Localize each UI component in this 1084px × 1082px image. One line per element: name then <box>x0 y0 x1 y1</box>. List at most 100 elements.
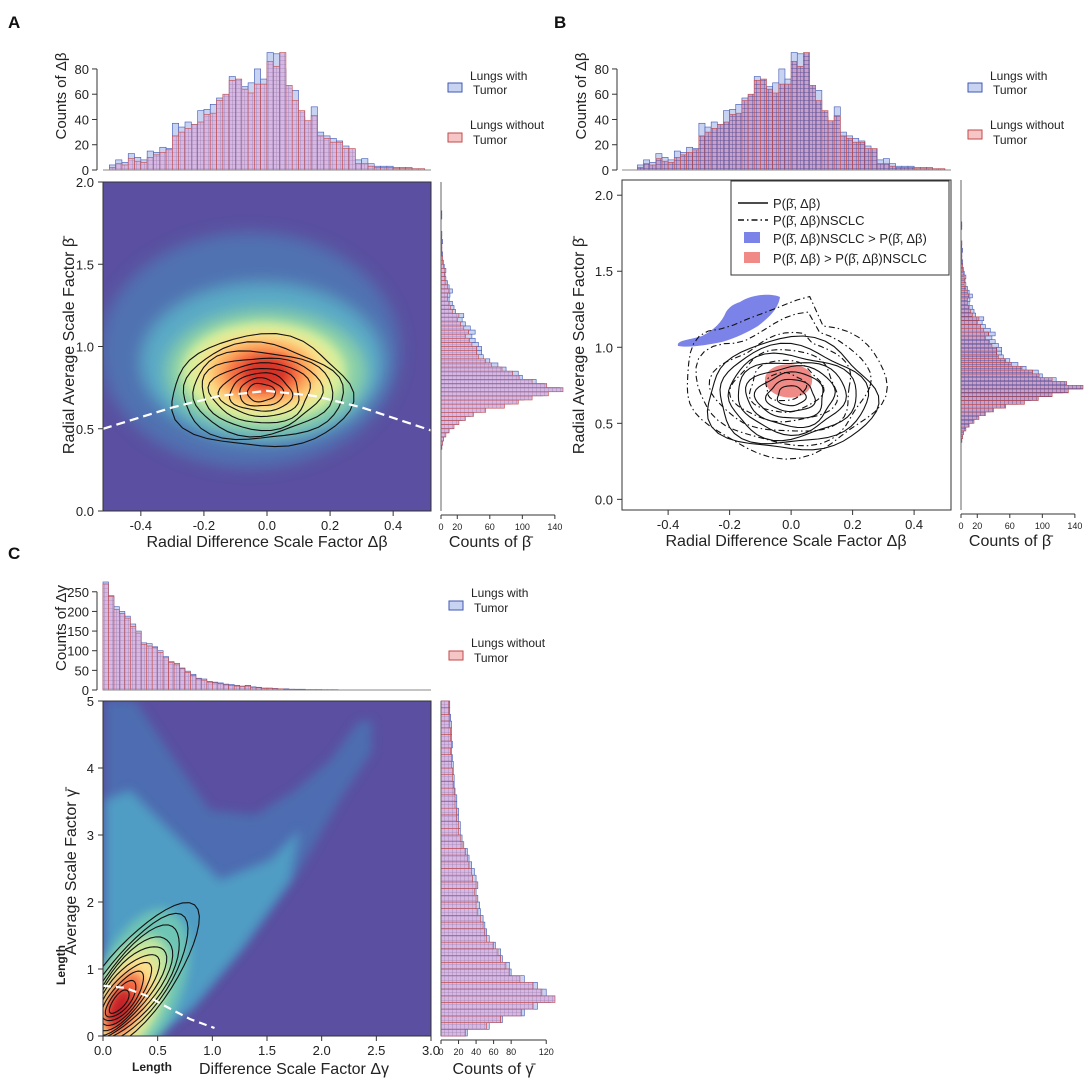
right-bar-notumor <box>440 387 564 393</box>
top-bar-notumor <box>124 617 131 691</box>
region-nsclc-greater <box>677 294 780 347</box>
right-bar-notumor <box>960 301 968 306</box>
contour-line <box>201 357 324 432</box>
right-bar-notumor <box>960 312 973 318</box>
top-bar-notumor <box>348 148 356 171</box>
contour-line <box>103 902 200 1036</box>
top-bar-notumor <box>197 121 205 171</box>
contour-line <box>737 362 847 436</box>
right-bar-notumor <box>440 313 460 319</box>
right-bar-notumor <box>960 426 967 432</box>
right-bar-notumor <box>440 814 458 822</box>
right-bar-notumor <box>440 407 487 413</box>
top-bar-notumor <box>298 110 306 171</box>
top-bar-notumor <box>273 66 280 171</box>
right-bar-notumor <box>440 309 453 314</box>
right-bar-notumor <box>960 358 1007 363</box>
right-bar-notumor <box>440 941 494 950</box>
legend-swatch-notumor <box>967 129 983 140</box>
right-bar-notumor <box>440 337 470 343</box>
top-histogram-label: Counts of Δβ <box>573 52 590 139</box>
top-bar-notumor <box>827 120 835 171</box>
x-tick-label: 0.4 <box>905 517 923 532</box>
x-tick-label: 3.0 <box>422 1043 440 1058</box>
top-bar-notumor <box>336 141 343 171</box>
right-bar-notumor <box>440 1002 534 1010</box>
right-bar-notumor <box>440 700 450 708</box>
right-bar-notumor <box>440 317 458 323</box>
density-contours <box>706 335 880 451</box>
top-bar-notumor <box>766 88 773 171</box>
right-histogram-axis: 0 20 60 100 140 <box>438 182 562 532</box>
top-tick-label: 20 <box>595 138 609 153</box>
top-bar-notumor <box>241 88 249 171</box>
x-axis-label: Difference Scale Factor Δγ <box>199 1061 389 1078</box>
top-histogram-axis: 0 20 40 60 80 <box>595 62 951 178</box>
legend-tumor-line1: Lungs with <box>471 586 528 600</box>
top-histogram <box>637 52 946 171</box>
top-bar-notumor <box>291 100 299 171</box>
top-bar-notumor <box>367 165 375 171</box>
top-bar-notumor <box>858 141 866 171</box>
right-bar-notumor <box>440 781 454 789</box>
top-bar-notumor <box>178 131 186 171</box>
right-tick-label: 140 <box>1067 521 1082 531</box>
top-bar-notumor <box>846 138 853 171</box>
top-bar-notumor <box>146 645 153 691</box>
top-bar-notumor <box>153 154 161 171</box>
right-tick-label: 0 <box>438 522 443 532</box>
right-bar-notumor <box>440 982 534 990</box>
top-tick-label: 20 <box>75 138 89 153</box>
panel-letter-c: C <box>8 544 20 563</box>
right-bar-notumor <box>440 424 455 430</box>
density-contours <box>171 333 355 448</box>
right-bar-notumor <box>440 908 479 916</box>
contour-line <box>207 362 311 424</box>
y-tick-label: 3 <box>87 828 94 843</box>
right-tick-label: 40 <box>471 1047 481 1057</box>
right-bar-notumor <box>440 874 473 883</box>
top-bar-notumor <box>157 651 164 691</box>
contour-line <box>719 342 870 445</box>
right-bar-notumor <box>440 955 501 963</box>
top-bar-notumor <box>778 83 786 171</box>
contour-legend: P(β̄, Δβ) P(β̄, Δβ)NSCLC P(β̄, Δβ)NSCLC … <box>730 180 950 276</box>
right-bar-notumor <box>440 760 452 769</box>
right-bar-notumor <box>960 362 1012 367</box>
top-bar-notumor <box>285 85 293 171</box>
top-bar-notumor <box>162 657 169 691</box>
top-bar-notumor <box>864 148 872 171</box>
top-bar-notumor <box>698 135 706 171</box>
top-bar-notumor <box>134 160 142 171</box>
top-bar-notumor <box>304 120 312 171</box>
top-bar-notumor <box>239 686 246 691</box>
contour-line <box>708 331 852 432</box>
top-bar-notumor <box>741 100 749 171</box>
x-tick-label: 2.0 <box>313 1043 331 1058</box>
top-bar-notumor <box>203 114 211 171</box>
contour-line <box>103 961 153 1026</box>
right-bar-notumor <box>440 807 458 816</box>
right-bar-notumor <box>440 834 461 842</box>
right-bar-notumor <box>440 300 450 306</box>
top-bar-notumor <box>184 128 192 171</box>
right-bar-notumor <box>440 988 543 997</box>
contour-line <box>776 385 807 407</box>
right-bar-notumor <box>440 411 474 417</box>
x-tick-label: 0.4 <box>384 518 402 533</box>
top-bar-notumor <box>735 112 743 171</box>
legend-tumor-line2: Tumor <box>993 83 1027 97</box>
legend-notumor-line1: Lungs without <box>990 118 1065 132</box>
panel-b: -0.4 -0.2 0.0 0.2 0.4 0.0 0.5 1.0 1.5 2.0 Radial… <box>571 52 1084 550</box>
right-tick-label: 140 <box>547 522 562 532</box>
top-bar-notumor <box>195 678 202 691</box>
x-tick-label: -0.2 <box>193 518 215 533</box>
right-bar-notumor <box>440 296 448 302</box>
x-axis-ticks: -0.4 -0.2 0.0 0.2 0.4 <box>130 511 402 533</box>
contour-line <box>192 350 334 438</box>
top-bar-notumor <box>130 626 137 691</box>
contour-line <box>103 924 180 1036</box>
contour-line <box>228 372 294 412</box>
right-bar-notumor <box>960 384 1084 390</box>
right-bar-notumor <box>440 821 459 829</box>
